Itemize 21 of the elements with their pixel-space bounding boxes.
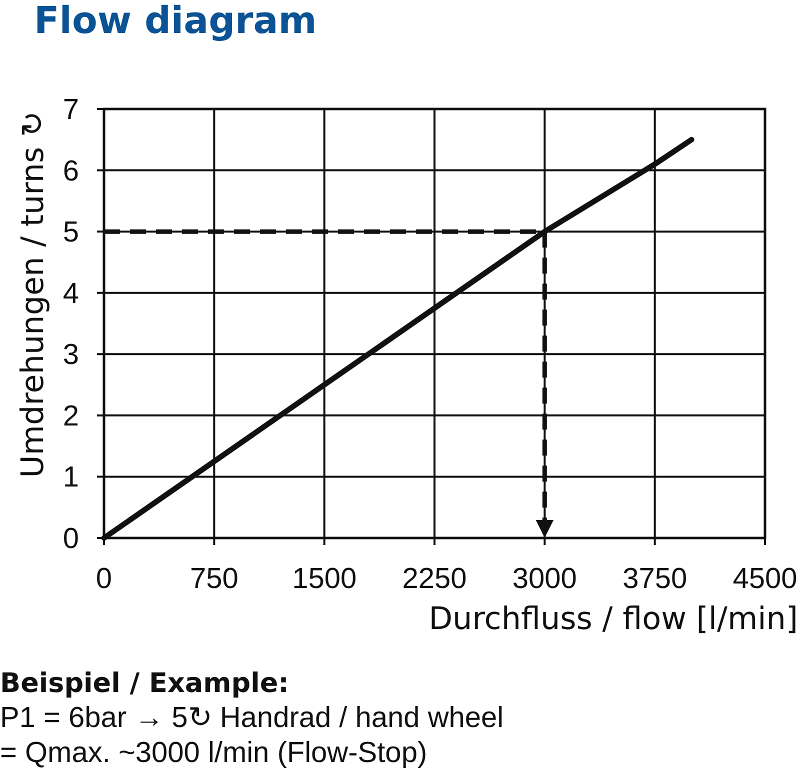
text: = Qmax. ~3000 l/min (Flow-Stop) bbox=[0, 737, 428, 769]
y-tick-label: 7 bbox=[62, 94, 79, 126]
x-tick-label: 750 bbox=[190, 563, 238, 595]
y-tick-label: 1 bbox=[62, 462, 79, 494]
x-tick-label: 3000 bbox=[512, 563, 577, 595]
x-axis-title: Durchfluss / flow [l/min] bbox=[428, 601, 798, 637]
chart-title: Flow diagram bbox=[34, 0, 317, 42]
y-tick-label: 0 bbox=[62, 523, 79, 555]
y-tick-label: 4 bbox=[62, 278, 79, 310]
x-tick-label: 0 bbox=[96, 563, 112, 595]
text: Beispiel / Example: bbox=[0, 668, 289, 699]
y-tick-label: 3 bbox=[62, 339, 79, 372]
y-axis-title: Umdrehungen / turns ↻ bbox=[15, 111, 51, 478]
y-tick-label: 5 bbox=[62, 216, 79, 249]
x-tick-label: 1500 bbox=[292, 563, 357, 595]
y-tick-label: 2 bbox=[62, 400, 79, 432]
x-tick-label: 2250 bbox=[402, 563, 467, 595]
x-tick-label: 3750 bbox=[622, 563, 688, 595]
y-tick-label: 6 bbox=[62, 155, 79, 188]
x-tick-label: 4500 bbox=[732, 563, 798, 595]
text: P1 = 6bar → 5↻ Handrad / hand wheel bbox=[0, 702, 504, 734]
